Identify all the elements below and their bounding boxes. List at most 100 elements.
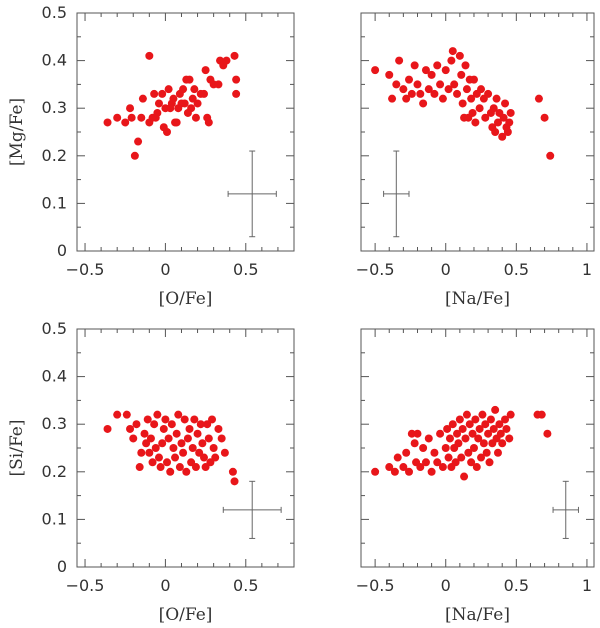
y-tick-label: 0.4 — [42, 51, 67, 70]
y-tick-label: 0.3 — [42, 98, 67, 117]
data-point — [546, 151, 555, 160]
data-point — [150, 420, 159, 429]
y-tick-label: 0.5 — [42, 3, 67, 22]
data-point — [385, 463, 394, 472]
data-point — [505, 118, 514, 127]
data-point — [479, 439, 488, 448]
data-point — [543, 429, 552, 438]
data-point — [461, 61, 470, 70]
data-point — [460, 472, 469, 481]
data-point — [159, 424, 168, 433]
data-point — [441, 66, 450, 75]
data-point — [113, 410, 122, 419]
data-point — [450, 80, 459, 89]
data-point — [172, 429, 181, 438]
data-point — [174, 410, 183, 419]
data-point — [204, 118, 213, 127]
data-point — [413, 429, 422, 438]
data-point — [191, 113, 200, 122]
data-point — [402, 448, 411, 457]
data-point — [410, 61, 419, 70]
data-point — [393, 453, 402, 462]
y-axis-label: [Mg/Fe] — [7, 98, 27, 166]
data-point — [132, 420, 141, 429]
data-point — [214, 424, 223, 433]
data-point — [444, 453, 453, 462]
data-point — [198, 439, 207, 448]
x-tick-label: −0.5 — [356, 260, 395, 279]
data-point — [180, 415, 189, 424]
data-point — [438, 94, 447, 103]
data-point — [169, 444, 178, 452]
data-point — [190, 85, 199, 94]
data-point — [154, 453, 163, 462]
data-point — [443, 424, 452, 433]
data-point — [145, 448, 154, 457]
data-point — [430, 89, 439, 98]
data-point — [451, 458, 460, 467]
data-point — [427, 467, 436, 476]
data-point — [172, 118, 181, 127]
data-point — [371, 66, 380, 75]
data-point — [385, 70, 394, 79]
data-point — [413, 80, 422, 89]
data-point — [130, 151, 139, 160]
data-point — [392, 80, 401, 89]
data-point — [407, 429, 416, 438]
data-point — [395, 56, 404, 65]
data-point — [433, 458, 442, 467]
data-point — [474, 434, 483, 443]
data-point — [232, 75, 241, 84]
data-point — [472, 463, 481, 472]
data-point — [468, 429, 477, 438]
data-point — [153, 108, 162, 117]
data-point — [421, 458, 430, 467]
data-point — [477, 85, 486, 94]
data-point — [208, 415, 217, 424]
data-point — [467, 94, 476, 103]
data-point — [505, 434, 514, 443]
data-point — [217, 434, 226, 443]
data-point — [493, 118, 502, 127]
data-point — [138, 94, 147, 103]
data-point — [506, 108, 515, 117]
data-point — [140, 429, 149, 438]
data-point — [484, 89, 493, 98]
data-point — [113, 113, 122, 122]
data-point — [448, 420, 457, 429]
data-point — [492, 94, 501, 103]
data-point — [145, 51, 154, 60]
data-point — [445, 434, 454, 443]
data-point — [501, 415, 510, 424]
data-point — [498, 132, 507, 141]
data-point — [164, 85, 173, 94]
data-point — [410, 439, 419, 448]
x-tick-label: 0.5 — [233, 260, 258, 279]
data-point — [167, 420, 176, 429]
data-point — [455, 51, 464, 60]
data-point — [135, 463, 144, 472]
data-point — [134, 137, 143, 146]
data-point — [436, 429, 445, 438]
data-point — [484, 429, 493, 438]
data-point — [164, 434, 173, 443]
data-point — [499, 113, 508, 122]
data-point — [485, 458, 494, 467]
data-point — [402, 94, 411, 103]
data-point — [537, 410, 546, 419]
data-point — [220, 448, 229, 457]
data-point — [185, 424, 194, 433]
x-tick-label: 0 — [160, 576, 170, 595]
data-point — [506, 410, 515, 419]
data-point — [424, 85, 433, 94]
data-point — [493, 448, 502, 457]
data-point — [230, 477, 239, 486]
data-point — [156, 463, 165, 472]
data-point — [540, 113, 549, 122]
data-point — [498, 439, 507, 448]
data-point — [182, 467, 191, 476]
x-axis-label: [O/Fe] — [159, 605, 213, 625]
data-point — [501, 99, 510, 108]
data-point — [453, 89, 462, 98]
